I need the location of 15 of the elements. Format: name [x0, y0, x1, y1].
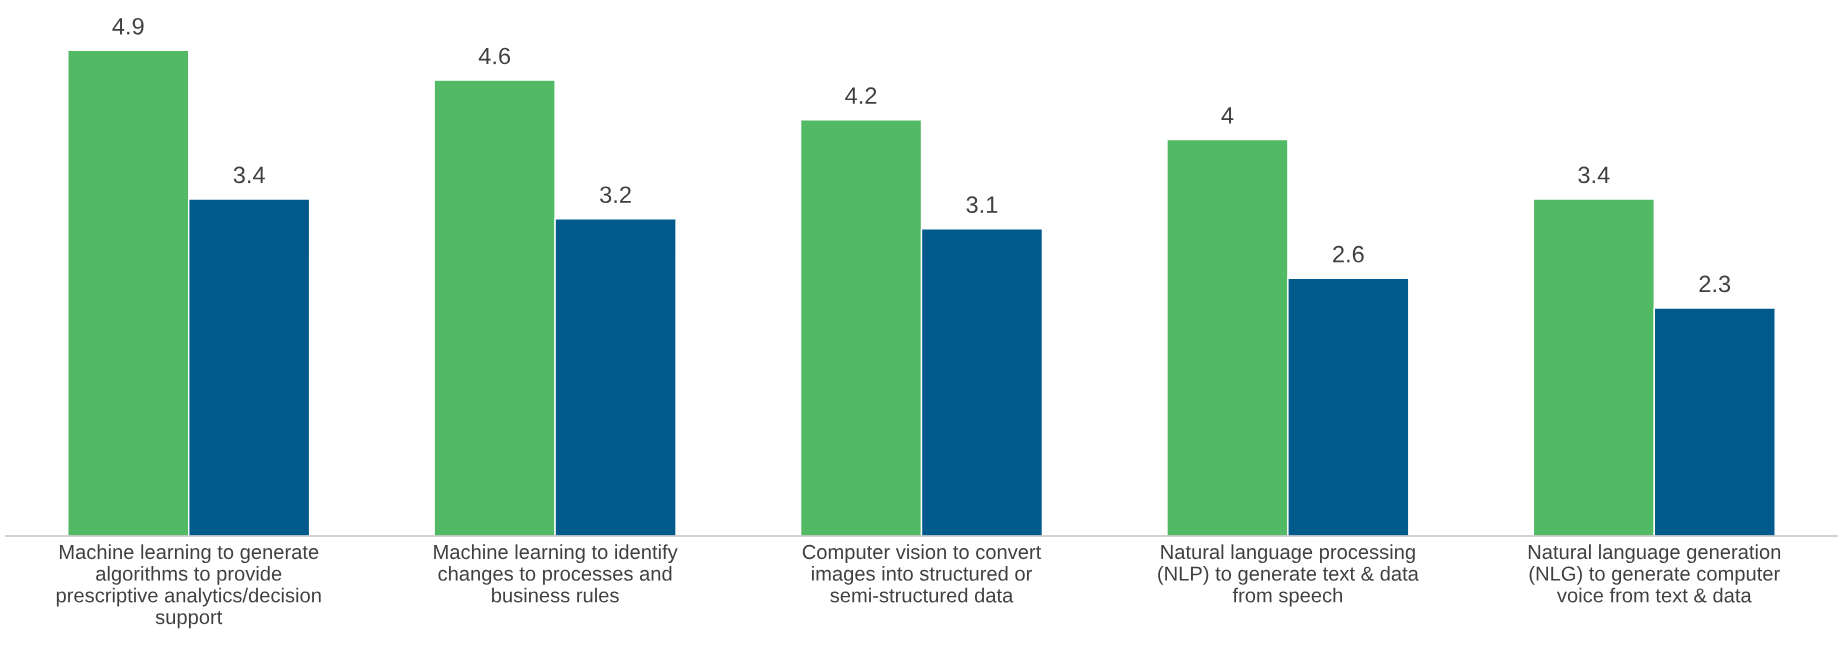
data-label: 3.4 [233, 166, 265, 184]
data-label: 4.9 [112, 17, 144, 35]
x-tick-label: Machine learning to generate algorithms to provide prescriptive analytics/decision support [56, 544, 321, 629]
data-label: 4 [1221, 107, 1234, 124]
data-label: 3.4 [1578, 166, 1610, 184]
data-label: 2.6 [1333, 245, 1364, 263]
data-label: 3.2 [600, 186, 631, 204]
x-tick-label: Computer vision to convert images into structured or semi-structured data [802, 544, 1042, 603]
x-tick-label: Natural language generation (NLG) to generate computer voice from text & data [1528, 544, 1781, 603]
x-tick-label: Natural language processing (NLP) to generate text & data from speech [1158, 544, 1419, 607]
data-label: 3.1 [966, 196, 998, 214]
data-label: 2.3 [1699, 275, 1731, 293]
x-tick-label: Machine learning to identify changes to processes and business rules [434, 544, 678, 603]
data-label: 4.2 [845, 87, 877, 104]
data-label: 4.6 [478, 47, 511, 65]
